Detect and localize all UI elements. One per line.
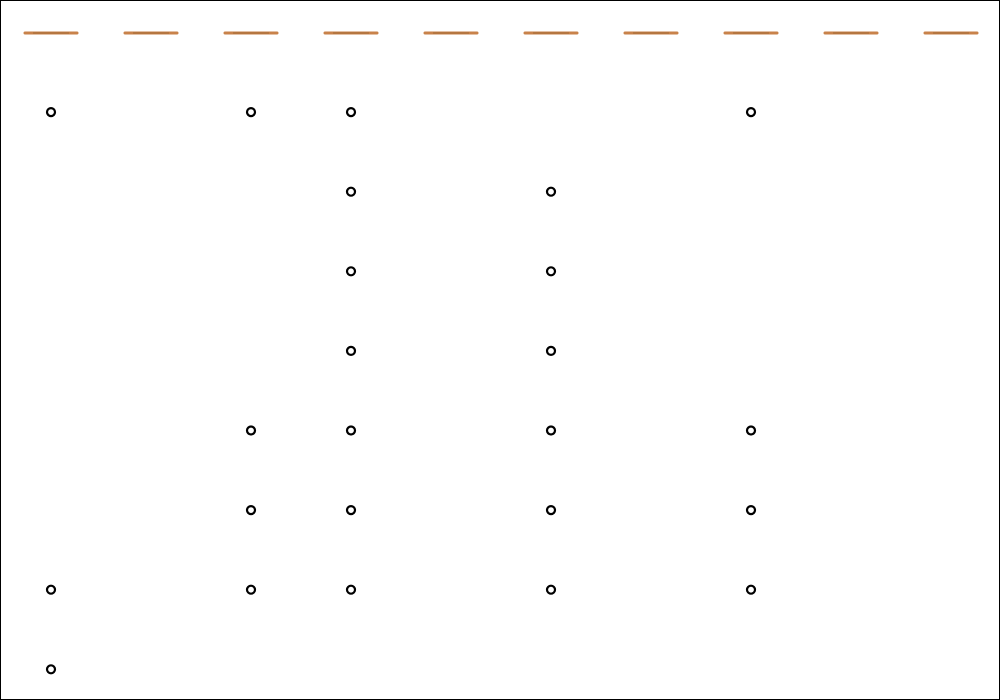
peg: [345, 584, 357, 595]
peg: [45, 584, 57, 595]
peg: [45, 106, 57, 118]
peg: [545, 425, 557, 436]
peg: [345, 345, 357, 356]
peg: [45, 664, 57, 675]
peg: [745, 505, 757, 516]
peg: [545, 584, 557, 595]
peg: [245, 106, 257, 118]
peg: [545, 266, 557, 277]
peg: [345, 186, 357, 197]
peg: [545, 186, 557, 197]
peg: [245, 425, 257, 436]
peg: [745, 584, 757, 595]
peg: [545, 505, 557, 516]
peg: [345, 106, 357, 118]
peg: [245, 584, 257, 595]
peg: [345, 266, 357, 277]
peg: [345, 505, 357, 516]
peg-field: [45, 106, 757, 675]
peg: [245, 505, 257, 516]
peg: [745, 425, 757, 436]
peg: [545, 345, 557, 356]
peg: [745, 106, 757, 118]
peg: [345, 425, 357, 436]
